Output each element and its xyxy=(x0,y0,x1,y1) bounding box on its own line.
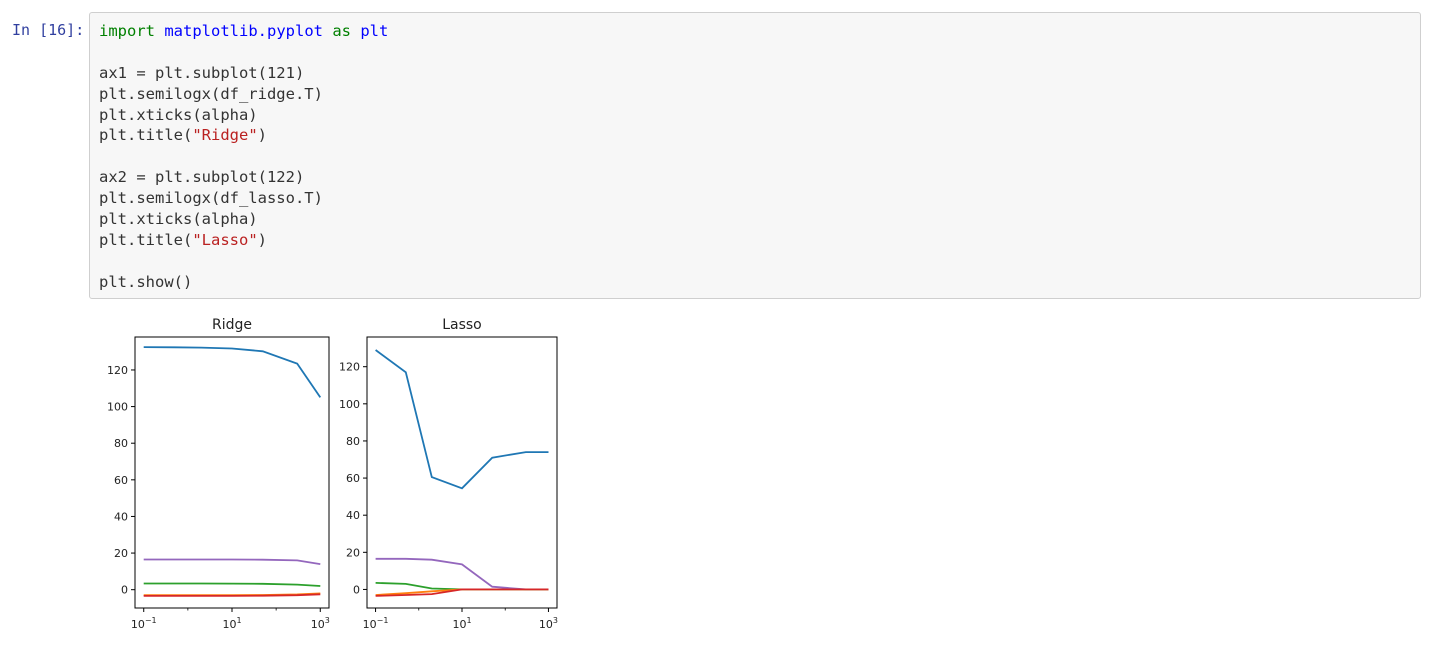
code-token: plt.xticks(alpha) xyxy=(99,210,258,229)
lasso-title: Lasso xyxy=(442,317,482,333)
code-token: import xyxy=(99,22,155,40)
ridge-series-line xyxy=(143,558,321,565)
lasso-xtick-label: 10−1 xyxy=(363,616,389,631)
ridge-series-line xyxy=(143,346,322,398)
code-token: plt.semilogx(df_lasso.T) xyxy=(99,189,323,208)
code-line: ax1 = plt.subplot(121) xyxy=(99,63,388,84)
ridge-ytick-label: 20 xyxy=(114,547,128,560)
code-token: plt.xticks(alpha) xyxy=(99,105,258,124)
figure: Ridge 0 20 40 60 80 100 120 10−1 101 103 Lasso 0 20 40… xyxy=(107,317,558,631)
ridge-xtick-label: 10−1 xyxy=(131,616,157,631)
code-token xyxy=(155,22,164,40)
code-token: plt.show() xyxy=(99,272,193,291)
ridge-ytick-label: 60 xyxy=(114,474,128,487)
code-line xyxy=(99,42,388,63)
code-line: plt.semilogx(df_ridge.T) xyxy=(99,84,388,105)
ridge-ytick-label: 100 xyxy=(107,401,128,414)
code-token: ax2 = plt.subplot(122) xyxy=(99,168,305,187)
code-line: plt.xticks(alpha) xyxy=(99,209,388,230)
lasso-ytick-label: 20 xyxy=(346,546,360,559)
code-line xyxy=(99,146,388,167)
code-line: plt.show() xyxy=(99,272,388,293)
ridge-series-line xyxy=(143,593,321,597)
code-token: plt.title( xyxy=(99,230,193,249)
code-token: as xyxy=(332,22,351,40)
lasso-series-line xyxy=(375,557,549,591)
ridge-xtick-label: 103 xyxy=(311,616,330,631)
lasso-ytick-label: 100 xyxy=(339,398,360,411)
code-line: plt.xticks(alpha) xyxy=(99,105,388,126)
ridge-frame xyxy=(134,336,330,609)
ridge-series-line xyxy=(143,582,321,587)
code-token: ax1 = plt.subplot(121) xyxy=(99,63,305,82)
ridge-ytick-label: 40 xyxy=(114,510,128,523)
ridge-axes: Ridge 0 20 40 60 80 100 120 10−1 101 103 xyxy=(107,317,330,631)
code-line: plt.semilogx(df_lasso.T) xyxy=(99,188,388,209)
ridge-ytick-label: 0 xyxy=(121,584,128,597)
code-editor[interactable]: import matplotlib.pyplot as plt ax1 = plt… xyxy=(99,21,388,293)
ridge-ytick-label: 120 xyxy=(107,364,128,377)
lasso-ytick-label: 60 xyxy=(346,472,360,485)
code-line: import matplotlib.pyplot as plt xyxy=(99,21,388,42)
lasso-ytick-label: 80 xyxy=(346,435,360,448)
code-token xyxy=(351,22,360,40)
code-line: plt.title("Lasso") xyxy=(99,230,388,251)
code-line xyxy=(99,251,388,272)
code-line: ax2 = plt.subplot(122) xyxy=(99,167,388,188)
lasso-ytick-label: 120 xyxy=(339,361,360,374)
ridge-title: Ridge xyxy=(212,317,252,333)
ridge-xtick-label: 101 xyxy=(222,616,241,631)
code-token: matplotlib.pyplot xyxy=(164,22,323,40)
lasso-ytick-label: 0 xyxy=(353,583,360,596)
code-line: plt.title("Ridge") xyxy=(99,125,388,146)
code-token: plt.title( xyxy=(99,126,193,145)
code-token xyxy=(323,22,332,40)
lasso-ytick-label: 40 xyxy=(346,509,360,522)
cell-output: Ridge 0 20 40 60 80 100 120 10−1 101 103 Lasso 0 20 40… xyxy=(89,306,569,642)
code-token: "Lasso" xyxy=(192,230,258,249)
lasso-series-line xyxy=(375,588,549,597)
code-token: plt.semilogx(df_ridge.T) xyxy=(99,84,323,103)
code-token: "Ridge" xyxy=(192,126,258,145)
lasso-xtick-label: 101 xyxy=(452,616,471,631)
lasso-series-line xyxy=(375,349,549,490)
lasso-axes: Lasso 0 20 40 60 80 100 120 10−1 101 103 xyxy=(339,317,558,631)
code-token: plt xyxy=(360,22,389,40)
code-token: ) xyxy=(257,126,267,145)
code-cell-input[interactable]: import matplotlib.pyplot as plt ax1 = plt… xyxy=(89,12,1421,299)
lasso-xtick-label: 103 xyxy=(539,616,558,631)
code-token: ) xyxy=(257,230,267,249)
input-prompt: In [16]: xyxy=(12,21,85,39)
ridge-ytick-label: 80 xyxy=(114,437,128,450)
lasso-frame xyxy=(366,336,558,609)
